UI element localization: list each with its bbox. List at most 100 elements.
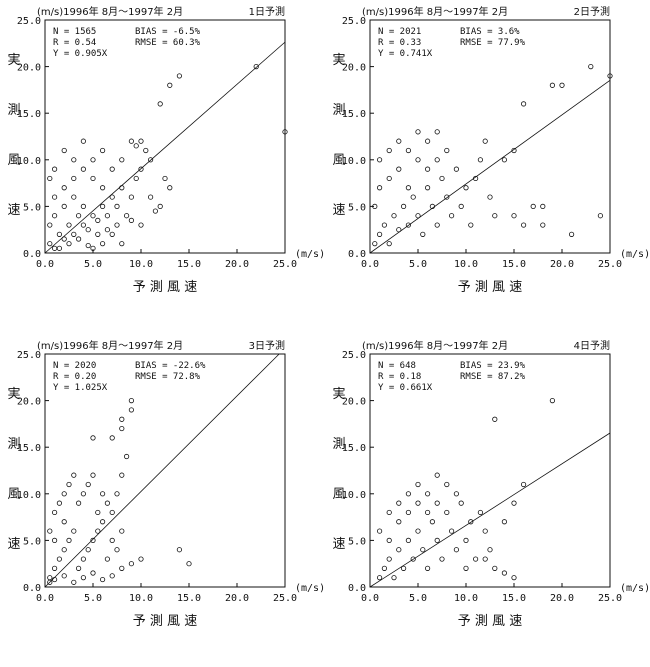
data-point (477, 157, 483, 163)
data-point (85, 481, 91, 488)
y-axis-title-char: 風 (332, 153, 345, 168)
data-point (47, 579, 53, 585)
y-tick-label: 5.0 (348, 536, 366, 547)
y-tick-label: 20.0 (342, 63, 366, 74)
y-tick-label: 5.0 (23, 202, 41, 213)
data-point (76, 500, 82, 506)
data-point (420, 547, 426, 553)
stat-r: R = 0.54 (53, 38, 96, 48)
data-point (56, 556, 63, 562)
x-unit-label: (m/s) (295, 583, 325, 594)
data-point (434, 129, 440, 135)
chart-panel-day4: 0.0 5.0 10.0 15.0 20.0 25.0 0.0 5.0 10.0 15.0 20.0… (325, 334, 650, 667)
data-point (90, 537, 96, 543)
data-point (90, 213, 96, 219)
data-point (66, 241, 72, 247)
data-point (128, 407, 134, 413)
data-point (405, 509, 412, 516)
data-point (128, 398, 134, 404)
data-point (47, 175, 53, 182)
data-point (405, 222, 412, 228)
y-tick-label: 15.0 (342, 109, 366, 120)
data-point (501, 519, 507, 525)
data-point (90, 435, 96, 441)
x-tick-label: 5.0 (409, 593, 427, 604)
data-point (386, 556, 392, 562)
data-point (425, 138, 431, 144)
data-point (61, 519, 67, 525)
data-point (51, 576, 58, 583)
data-point (76, 236, 82, 242)
y-axis-title-char: 実 (7, 52, 20, 68)
stat-n: N = 648 (378, 361, 416, 371)
x-tick-label: 20.0 (225, 259, 249, 270)
chart-panel-day1: 0.0 5.0 10.0 15.0 20.0 25.0 0.0 5.0 10.0 15.0 20.0… (0, 0, 325, 333)
chart-header: (m/s)1996年 8月〜1997年 2月 (37, 5, 183, 18)
data-point (47, 222, 53, 228)
data-point (468, 519, 474, 525)
data-point (114, 491, 120, 497)
chart-panel-day3: 0.0 5.0 10.0 15.0 20.0 25.0 0.0 5.0 10.0 15.0 20.0… (0, 334, 325, 667)
regression-line (369, 80, 611, 254)
y-axis-title-char: 測 (7, 437, 20, 452)
data-point (540, 203, 546, 209)
data-point (376, 231, 383, 237)
data-point (61, 185, 67, 191)
plot-frame (44, 19, 286, 254)
data-point (482, 138, 488, 144)
regression-line (44, 353, 280, 588)
data-point (51, 509, 58, 516)
data-point (415, 213, 421, 219)
x-tick-label: 25.0 (273, 259, 297, 270)
data-point (80, 222, 87, 228)
scatter-plot-svg: 0.0 5.0 10.0 15.0 20.0 25.0 0.0 5.0 10.0 15.0 20.0… (7, 339, 325, 629)
data-point (410, 556, 416, 562)
data-point (391, 213, 397, 219)
data-point (482, 528, 488, 534)
x-tick-label: 10.0 (129, 259, 153, 270)
data-point (372, 203, 378, 209)
x-tick-label: 0.0 (36, 593, 54, 604)
data-point (444, 509, 450, 516)
y-axis-title-char: 風 (332, 487, 345, 502)
data-point (56, 500, 63, 506)
data-point (511, 147, 517, 154)
data-point (100, 185, 106, 191)
data-point (282, 129, 288, 135)
x-tick-label: 10.0 (454, 593, 478, 604)
stat-r: R = 0.20 (53, 372, 96, 382)
x-tick-label: 5.0 (409, 259, 427, 270)
data-point (138, 222, 144, 228)
data-point (607, 73, 613, 79)
data-point (453, 547, 459, 553)
data-point (61, 147, 67, 154)
data-point (61, 203, 67, 209)
x-tick-label: 5.0 (84, 593, 102, 604)
y-axis-title-char: 風 (7, 487, 20, 502)
y-tick-label: 10.0 (17, 156, 41, 167)
data-point (415, 129, 421, 135)
x-tick-label: 5.0 (84, 259, 102, 270)
data-point (492, 565, 498, 571)
x-tick-label: 20.0 (550, 593, 574, 604)
data-point (90, 570, 96, 576)
data-point (473, 175, 479, 182)
y-tick-label: 20.0 (342, 397, 366, 408)
data-point (138, 556, 144, 562)
y-tick-label: 20.0 (17, 63, 41, 74)
data-point (66, 222, 72, 228)
stat-rmse: RMSE = 60.3% (135, 38, 201, 48)
y-tick-label: 20.0 (17, 397, 41, 408)
chart-header: (m/s)1996年 8月〜1997年 2月 (37, 339, 183, 352)
data-point (85, 242, 91, 249)
chart-header: (m/s)1996年 8月〜1997年 2月 (362, 5, 508, 18)
data-point (386, 175, 392, 182)
data-point (396, 227, 402, 233)
y-tick-label: 25.0 (17, 350, 41, 361)
data-point (80, 166, 87, 172)
data-point (80, 491, 87, 497)
y-tick-label: 15.0 (17, 109, 41, 120)
data-point (109, 435, 115, 441)
data-point (109, 509, 115, 516)
data-point (95, 217, 101, 223)
